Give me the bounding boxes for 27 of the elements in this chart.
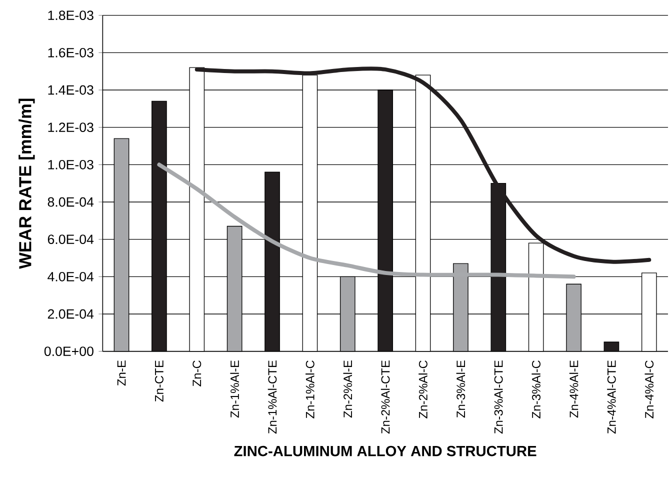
x-tick-label: Zn-E [117,360,126,386]
y-tick-label: 1.0E-03 [48,160,94,170]
y-tick-label: 8.0E-04 [48,197,94,207]
x-tick-label: Zn-3%Al-E [456,360,466,418]
x-tick-label: Zn-2%Al-C [418,360,428,418]
x-tick-label: Zn-4%Al-CTE [607,360,616,434]
y-axis-title: WEAR RATE [mm/m] [18,98,35,269]
y-tick-label: 2.0E-04 [48,309,94,319]
y-tick-label: 1.8E-03 [48,10,94,20]
y-tick-label: 1.2E-03 [48,122,94,132]
y-tick-label: 1.4E-03 [48,85,94,95]
x-tick-label: Zn-1%Al-E [230,360,239,418]
x-tick-label: Zn-3%Al-CTE [494,360,503,434]
x-tick-label: Zn-3%Al-C [532,360,540,418]
y-tick-label: 6.0E-04 [48,234,94,244]
x-axis-title: ZINC-ALUMINUM ALLOY AND STRUCTURE [234,446,536,456]
y-tick-label: 4.0E-04 [48,272,94,282]
x-tick-label: Zn-2%Al-E [343,360,352,418]
x-tick-label: Zn-4%Al-C [644,360,654,418]
x-tick-label: Zn-2%Al-CTE [380,360,390,434]
x-tick-label: Zn-C [192,360,202,386]
x-tick-label: Zn-4%Al-E [569,360,578,418]
y-tick-label: 0.0E+00 [44,346,94,356]
x-tick-label: Zn-1%Al-C [306,360,314,418]
x-tick-label: Zn-1%Al-CTE [268,360,277,434]
y-tick-label: 1.6E-03 [48,48,94,58]
x-tick-label: Zn-CTE [154,360,164,402]
